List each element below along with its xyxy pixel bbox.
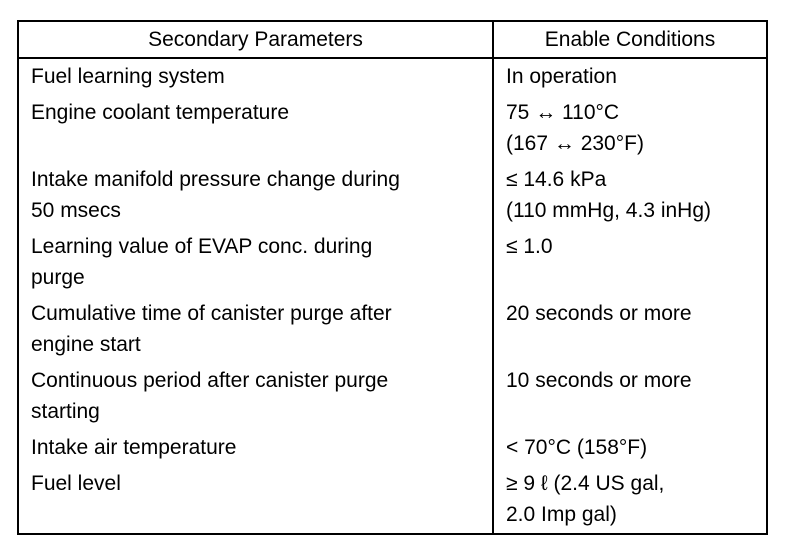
cell-line: purge [31,266,85,289]
table-row: Learning value of EVAP conc. during purge… [18,229,767,296]
cell-line: ≤ 14.6 kPa [506,168,607,191]
parameter-cell: Intake manifold pressure change during 50… [18,162,494,229]
cell-line: Intake air temperature [31,436,237,459]
parameter-cell: Cumulative time of canister purge after e… [18,296,494,363]
parameter-cell: Learning value of EVAP conc. during purge [18,229,494,296]
table-row: Intake manifold pressure change during 50… [18,162,767,229]
cell-line: ≤ 1.0 [506,235,553,258]
table-row: Fuel level ≥ 9 ℓ (2.4 US gal, 2.0 Imp gal) [18,466,767,534]
table-body: Fuel learning system In operation Engine c… [18,58,767,534]
condition-cell: ≤ 14.6 kPa (110 mmHg, 4.3 inHg) [493,162,767,229]
table-row: Cumulative time of canister purge after e… [18,296,767,363]
cell-line: < 70°C (158°F) [506,436,648,459]
table-row: Continuous period after canister purge st… [18,363,767,430]
table-header: Secondary Parameters Enable Conditions [17,20,768,59]
table-row: Engine coolant temperature 75 ↔ 110°C (167… [18,95,767,162]
cell-line: starting [31,400,100,423]
parameters-table: Secondary Parameters Enable Conditions F… [17,20,768,535]
header-cell: Enable Conditions [492,20,768,59]
header-row: Secondary Parameters Enable Conditions [17,20,768,59]
condition-cell: ≥ 9 ℓ (2.4 US gal, 2.0 Imp gal) [493,466,767,534]
parameter-cell: Fuel learning system [18,58,494,95]
cell-line: Cumulative time of canister purge after [31,302,392,325]
condition-cell: 20 seconds or more [493,296,767,363]
cell-line: 50 msecs [31,199,121,222]
condition-cell: < 70°C (158°F) [493,430,767,466]
cell-line: engine start [31,333,141,356]
cell-line: 10 seconds or more [506,369,692,392]
cell-line: 75 ↔ 110°C [506,101,620,124]
table-row: Intake air temperature < 70°C (158°F) [18,430,767,466]
cell-line: Continuous period after canister purge [31,369,389,392]
cell-line: Intake manifold pressure change during [31,168,400,191]
cell-line: Fuel level [31,472,121,495]
cell-line: Fuel learning system [31,65,225,88]
cell-line: Learning value of EVAP conc. during [31,235,373,258]
cell-line: (167 ↔ 230°F) [506,132,644,155]
cell-line: 20 seconds or more [506,302,692,325]
cell-line: In operation [506,65,617,88]
parameter-cell: Intake air temperature [18,430,494,466]
cell-line: (110 mmHg, 4.3 inHg) [506,199,712,222]
cell-line: Engine coolant temperature [31,101,289,124]
table-row: Fuel learning system In operation [18,58,767,95]
condition-cell: 10 seconds or more [493,363,767,430]
cell-line: 2.0 Imp gal) [506,503,617,526]
parameter-cell: Fuel level [18,466,494,534]
parameter-cell: Continuous period after canister purge st… [18,363,494,430]
cell-line: ≥ 9 ℓ (2.4 US gal, [506,472,665,495]
parameter-cell: Engine coolant temperature [18,95,494,162]
condition-cell: In operation [493,58,767,95]
condition-cell: ≤ 1.0 [493,229,767,296]
header-cell: Secondary Parameters [17,20,494,59]
condition-cell: 75 ↔ 110°C (167 ↔ 230°F) [493,95,767,162]
